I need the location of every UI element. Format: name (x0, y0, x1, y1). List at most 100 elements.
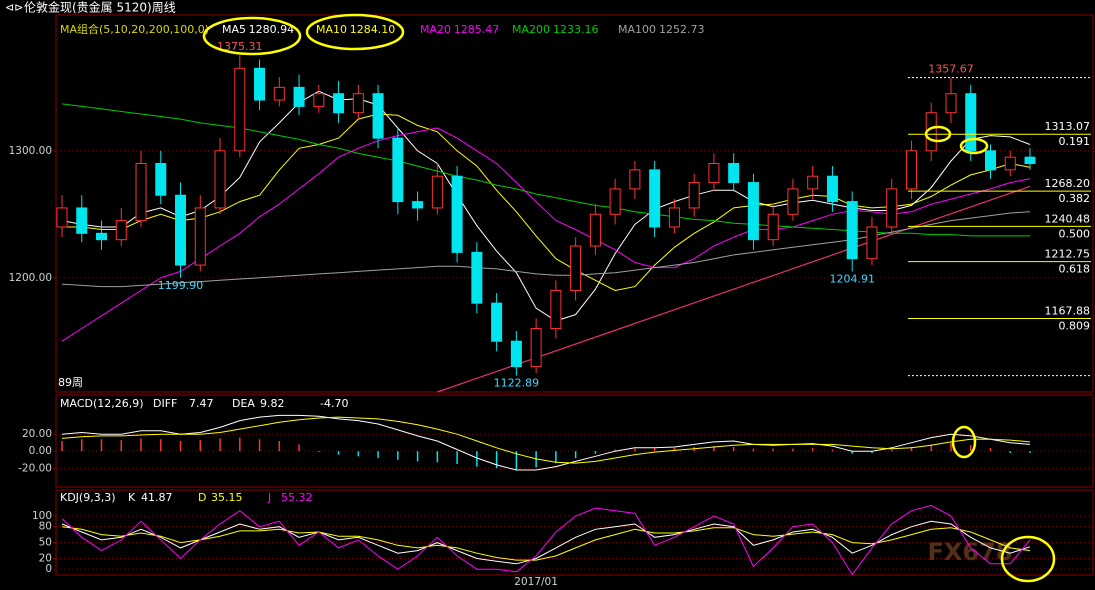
candle-body (412, 201, 424, 209)
candle-body (135, 163, 147, 222)
y-tick-label: 80 (39, 521, 52, 533)
candle-body (56, 207, 68, 228)
y-tick-label: 0.00 (29, 445, 52, 457)
candle-body (629, 169, 641, 190)
legend-value: 55.32 (281, 491, 313, 504)
candle-body (194, 207, 206, 266)
candle-body (313, 93, 325, 107)
legend-name: MA200 (512, 23, 550, 36)
indicator-line (61, 520, 1031, 565)
candle-body (175, 194, 187, 266)
candle-body (826, 175, 838, 203)
indicator-title: MACD(12,26,9) (60, 397, 144, 410)
candle-body (866, 226, 878, 260)
legend-name: MA10 (316, 23, 347, 36)
legend-value: 1280.94 (249, 23, 295, 36)
y-tick-label: 20 (39, 553, 52, 565)
layers: 1200.00 1300.00 2017/01 1313.07 0.191 1268.20… (9, 14, 1094, 588)
panel-frame (55, 14, 1094, 393)
circle (959, 137, 989, 155)
legend-name: MA100 (618, 23, 656, 36)
candle-body (589, 213, 601, 247)
fib-value: 1268.20 (1045, 177, 1091, 190)
icon: ⊲⊳ (5, 1, 23, 14)
candle-body (76, 207, 88, 234)
candle-body (293, 86, 305, 107)
circle (305, 13, 405, 51)
y-tick-label: 50 (39, 537, 52, 549)
y-tick-label: 0 (45, 563, 52, 575)
y-tick-label: -20.00 (18, 462, 52, 474)
y-tick-label: 1200.00 (9, 272, 52, 284)
fib-value: 1313.07 (1045, 120, 1091, 133)
indicator-title: KDJ(9,3,3) (60, 491, 116, 504)
candle-body (214, 150, 226, 209)
circle (1000, 535, 1056, 583)
candle-body (787, 188, 799, 215)
y-tick-label: 100 (32, 510, 52, 522)
legend-value: 35.15 (211, 491, 243, 504)
legend-name: MA20 (420, 23, 451, 36)
fib-value: 1240.48 (1045, 212, 1091, 225)
legend-value: 1233.16 (553, 23, 599, 36)
candle-body (767, 213, 779, 241)
candle-body (96, 232, 108, 241)
price-annotation: 1357.67 (928, 63, 974, 76)
candle-body (609, 188, 621, 215)
legend-name: DIFF (153, 397, 177, 410)
period-label: 89周 (58, 376, 83, 389)
highlight-circles (202, 13, 1056, 583)
legend-value: -4.70 (320, 397, 348, 410)
candle-body (945, 93, 957, 114)
legend-value: 1252.73 (659, 23, 705, 36)
fib-ratio: 0.500 (1059, 227, 1091, 240)
candle-body (431, 175, 443, 209)
candle-body (273, 86, 285, 101)
candle-body (155, 163, 167, 196)
indicator-line (61, 416, 1031, 464)
indicator-line (61, 526, 1031, 561)
legend-title: MA组合(5,10,20,200,100,0) (60, 22, 209, 36)
panel-frame (55, 394, 1094, 488)
candle-body (530, 328, 542, 368)
indicator-line (61, 504, 1031, 576)
candle-body (451, 175, 463, 253)
legend-name: DEA (232, 397, 255, 410)
fib-ratio: 0.191 (1059, 135, 1091, 148)
legend-name: J (267, 491, 271, 504)
candle-body (1004, 156, 1016, 171)
legend-value: 7.47 (189, 397, 214, 410)
x-tick-label: 2017/01 (514, 576, 558, 588)
candle-body (471, 251, 483, 304)
candle-body (886, 188, 898, 228)
legend-name: K (128, 491, 136, 504)
candle-body (115, 220, 127, 241)
candle-body (668, 207, 680, 228)
candle-body (747, 182, 759, 241)
candle-body (1024, 156, 1036, 165)
candle-body (570, 245, 582, 291)
candle-body (372, 93, 384, 139)
legend-value: 9.82 (260, 397, 285, 410)
legend-name: D (198, 491, 206, 504)
candle-body (333, 93, 345, 114)
chart-title: 伦敦金现(贵金属 5120)周线 (24, 0, 176, 15)
candle-body (688, 182, 700, 209)
candle-body (392, 137, 404, 203)
indicator-line (61, 414, 1031, 471)
watermark: FX678 (928, 538, 1013, 566)
fib-ratio: 0.618 (1059, 263, 1091, 276)
fib-ratio: 0.809 (1059, 320, 1091, 333)
candle-body (649, 169, 661, 228)
panel-frame (55, 489, 1094, 576)
legend-value: 1284.10 (350, 23, 396, 36)
circle (202, 16, 302, 56)
candle-body (234, 67, 246, 152)
candle-body (254, 67, 266, 101)
candle-body (708, 163, 720, 184)
legend-value: 1285.47 (454, 23, 500, 36)
y-tick-label: 20.00 (22, 428, 52, 440)
fib-value: 1167.88 (1045, 305, 1091, 318)
